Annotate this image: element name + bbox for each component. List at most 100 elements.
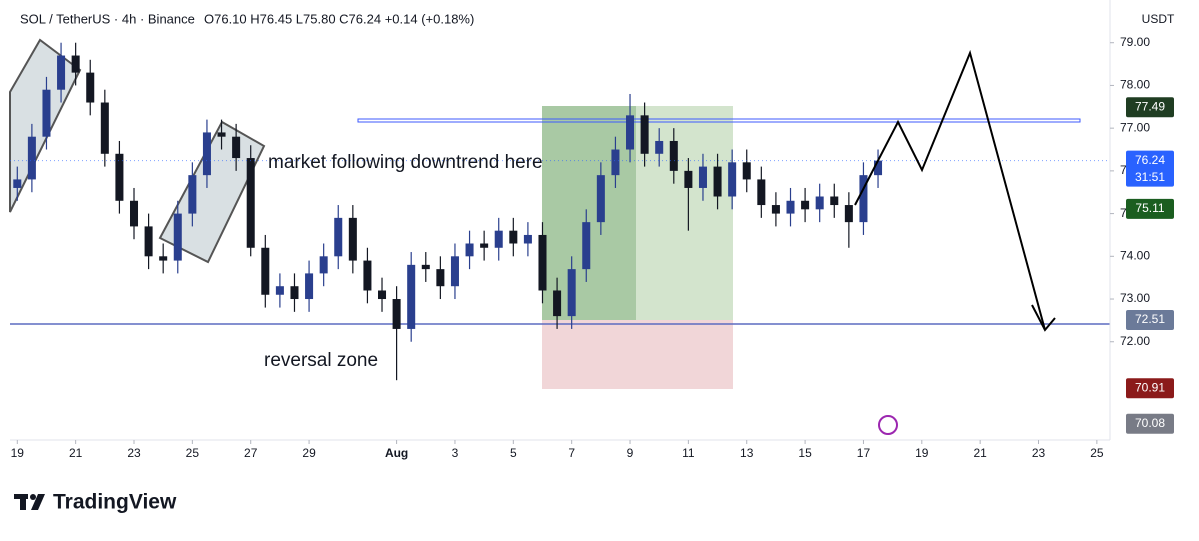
candle-body <box>698 166 707 188</box>
candle-body <box>757 179 766 206</box>
price-tag <box>1126 198 1174 219</box>
loss-zone <box>542 320 733 389</box>
candle-body <box>57 55 66 90</box>
price-tag <box>1126 150 1174 187</box>
currency-label[interactable]: USDT <box>1142 12 1175 26</box>
annotation: reversal zone <box>264 350 378 371</box>
price-tag-label: 72.51 <box>1135 312 1165 326</box>
candle-body <box>348 217 357 261</box>
candle-body <box>655 140 664 154</box>
y-tick-label: 73.00 <box>1120 291 1150 305</box>
candle-body <box>538 234 547 291</box>
price-tag <box>1126 413 1174 434</box>
x-tick-label: 21 <box>69 446 83 460</box>
logo-part <box>31 494 45 510</box>
x-tick-label: 11 <box>682 446 695 460</box>
candle-body <box>115 153 124 201</box>
candle-body <box>465 243 474 257</box>
candle-body <box>232 136 241 159</box>
x-tick-label: 19 <box>915 446 929 460</box>
candle-body <box>553 290 562 317</box>
candle-body <box>684 170 693 188</box>
candle-body <box>363 260 372 291</box>
candle-body <box>815 196 824 210</box>
candle-body <box>246 158 255 248</box>
candle-body <box>86 72 95 103</box>
candle-body <box>188 175 197 214</box>
candle-body <box>494 230 503 248</box>
candle-body <box>450 256 459 287</box>
candle-body <box>261 247 270 295</box>
candle-body <box>290 286 299 300</box>
y-tick-label: 78.00 <box>1120 78 1150 92</box>
candle-body <box>407 264 416 329</box>
candle-body <box>742 162 751 180</box>
candle-body <box>202 132 211 176</box>
price-tag <box>1126 97 1174 118</box>
candle-body <box>275 286 284 295</box>
candle-body <box>669 140 678 171</box>
candle-body <box>421 264 430 270</box>
candle-body <box>786 200 795 214</box>
candle-body <box>378 290 387 300</box>
candle-body <box>728 162 737 197</box>
x-tick-label: 23 <box>1032 446 1046 460</box>
ohlc-readout: O76.10 H76.45 L75.80 C76.24 +0.14 (+0.18… <box>204 11 474 26</box>
x-tick-label: 3 <box>452 446 459 460</box>
candle-body <box>567 269 576 317</box>
arrow-head <box>1031 304 1056 332</box>
brand-logo: TradingView <box>14 491 177 514</box>
candle-body <box>509 230 518 244</box>
y-tick-label: 79.00 <box>1120 35 1150 49</box>
candle-body <box>42 89 51 137</box>
x-tick-label: 25 <box>186 446 200 460</box>
symbol-title: SOL / TetherUS · 4h · Binance <box>20 11 195 26</box>
logo-part <box>30 494 36 500</box>
candle-body <box>830 196 839 206</box>
x-tick-label: 21 <box>973 446 987 460</box>
x-tick-label: 15 <box>798 446 812 460</box>
logo-part <box>20 494 26 510</box>
candle-body <box>305 273 314 300</box>
candle-body <box>611 149 620 176</box>
candle-body <box>100 102 109 154</box>
x-tick-label: 23 <box>127 446 141 460</box>
candle-body <box>713 166 722 197</box>
y-tick-label: 77.00 <box>1120 120 1150 134</box>
candle-body <box>859 175 868 223</box>
candle-body <box>13 179 22 188</box>
x-tick-label: 25 <box>1090 446 1104 460</box>
profit-zone-filled <box>542 106 636 320</box>
x-tick-label: 29 <box>302 446 316 460</box>
x-tick-label: 17 <box>857 446 871 460</box>
event-icon[interactable] <box>878 415 898 435</box>
x-tick-label: 5 <box>510 446 517 460</box>
price-tag <box>1126 309 1174 330</box>
candle-body <box>640 115 649 154</box>
candle-body <box>159 256 168 261</box>
candle-body <box>771 205 780 214</box>
price-tag-label: 70.91 <box>1135 380 1165 394</box>
annotation: market following downtrend here <box>268 152 543 173</box>
x-tick-label: 9 <box>627 446 634 460</box>
price-tag-label: 70.08 <box>1135 416 1165 430</box>
candle-body <box>436 269 445 287</box>
candle-body <box>27 136 36 180</box>
candle-body <box>523 234 532 244</box>
candle-body <box>626 115 635 150</box>
price-tag-label: 76.24 <box>1135 153 1165 167</box>
brand-name: TradingView <box>53 491 177 514</box>
candle-body <box>71 55 80 73</box>
countdown: 31:51 <box>1135 170 1165 184</box>
x-tick-label: 27 <box>244 446 258 460</box>
x-tick-label: Aug <box>385 446 408 460</box>
x-tick-label: 13 <box>740 446 754 460</box>
candle-body <box>801 200 810 210</box>
projection <box>854 49 1056 332</box>
resistance-zone <box>357 118 1081 123</box>
price-tag-label: 77.49 <box>1135 99 1165 113</box>
candle-body <box>144 226 153 257</box>
candle-body <box>173 213 182 261</box>
candle-body <box>392 299 401 329</box>
